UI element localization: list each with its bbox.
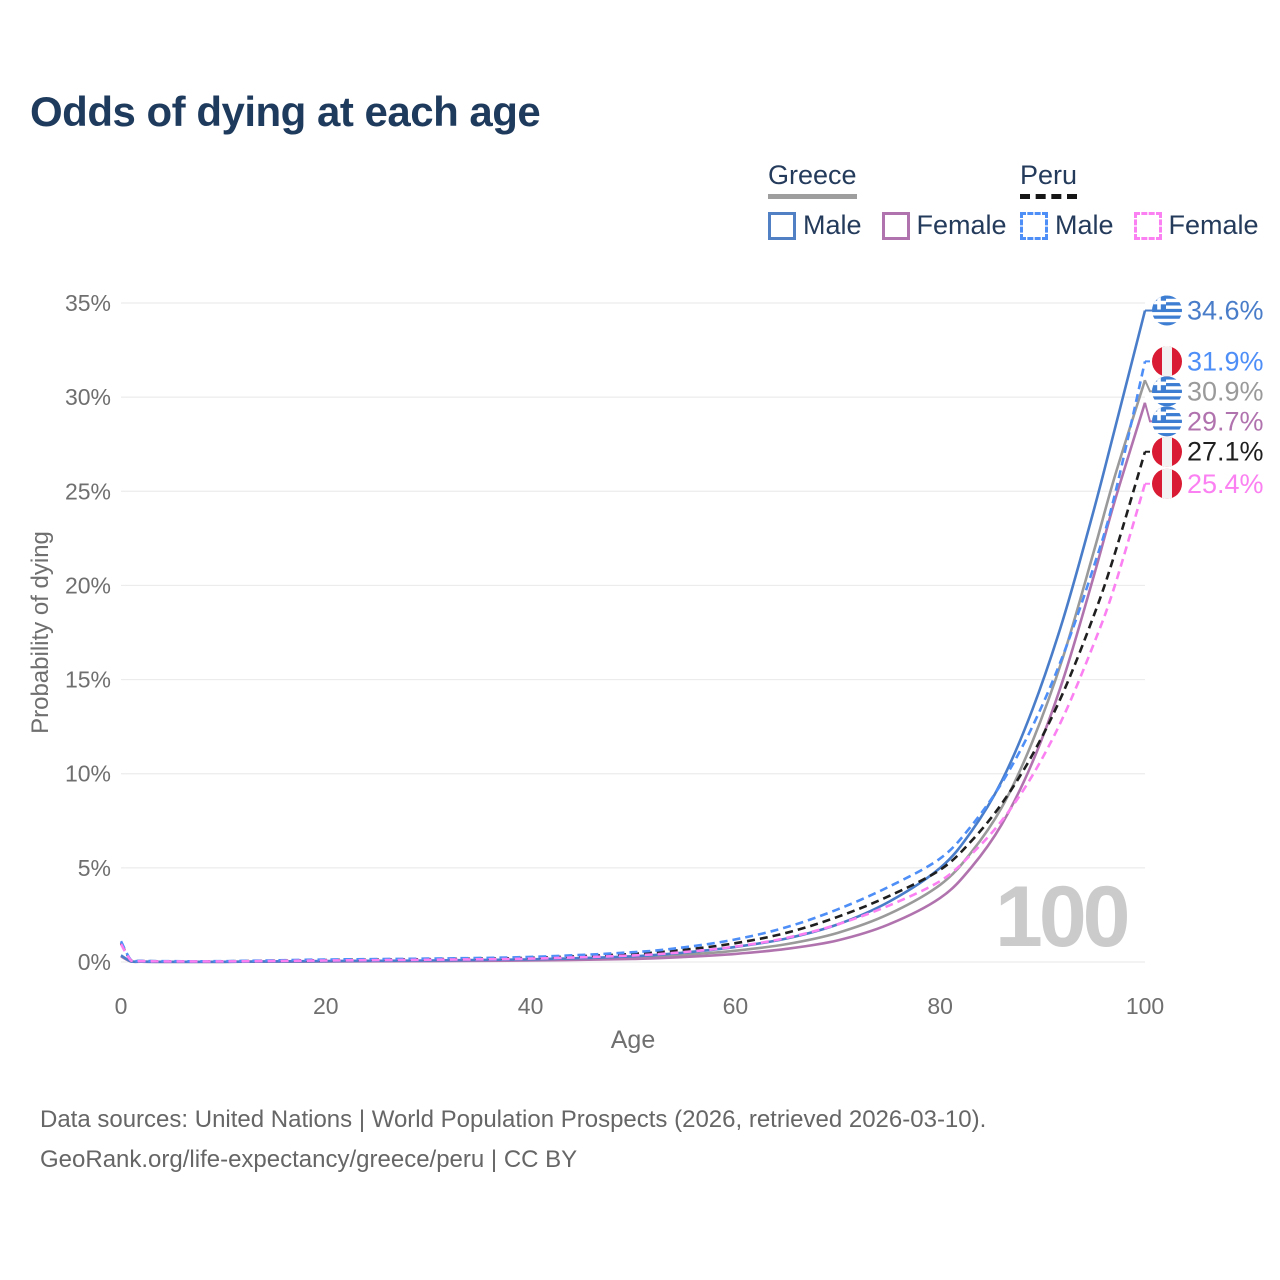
attribution-link-text: GeoRank.org/life-expectancy/greece/peru … — [40, 1146, 578, 1173]
peru-flag-icon — [1152, 468, 1182, 499]
x-tick-label: 0 — [115, 993, 128, 1019]
legend-label-peru-male: Male — [1055, 210, 1114, 240]
y-axis-title: Probability of dying — [27, 531, 54, 734]
leader-line-greece-both — [1144, 379, 1152, 393]
series-line-peru-female — [119, 483, 1147, 963]
greece-male-checkbox[interactable] — [768, 211, 796, 240]
y-tick-label: 10% — [65, 761, 111, 787]
end-value-label-greece-both: 30.9% — [1187, 376, 1264, 406]
y-tick-label: 35% — [65, 290, 111, 316]
legend-group-greece: Greece Male Female — [768, 160, 1027, 241]
leader-line-greece-female — [1144, 402, 1152, 423]
legend-label-greece-female: Female — [916, 210, 1007, 240]
y-tick-label: 20% — [65, 572, 111, 598]
peru-female-checkbox[interactable] — [1133, 211, 1162, 240]
x-tick-label: 20 — [313, 993, 339, 1019]
peru-male-checkbox[interactable] — [1020, 211, 1048, 240]
series-line-greece-female — [120, 402, 1147, 964]
x-axis-title: Age — [611, 1026, 655, 1054]
legend-group-peru: Peru Male Female — [1020, 160, 1279, 241]
series-line-peru-male — [119, 361, 1147, 963]
greece-flag-icon — [1152, 376, 1182, 407]
peru-flag-icon — [1152, 436, 1182, 467]
greece-flag-icon — [1152, 295, 1182, 326]
x-tick-label: 80 — [927, 993, 953, 1019]
x-tick-label: 60 — [723, 993, 749, 1019]
end-value-label-greece-male: 34.6% — [1187, 296, 1264, 326]
greece-flag-icon — [1152, 406, 1182, 437]
page-title: Odds of dying at each age — [30, 88, 541, 135]
series-line-peru-both — [119, 451, 1147, 963]
greece-female-checkbox[interactable] — [881, 211, 910, 240]
x-tick-label: 100 — [1126, 993, 1164, 1019]
legend-label-peru-female: Female — [1168, 210, 1259, 240]
data-sources-text: Data sources: United Nations | World Pop… — [40, 1106, 987, 1133]
legend-country-greece[interactable]: Greece — [768, 160, 857, 199]
end-value-label-greece-female: 29.7% — [1187, 406, 1264, 436]
y-tick-label: 15% — [65, 667, 111, 693]
end-value-label-peru-both: 27.1% — [1187, 437, 1264, 467]
series-line-greece-male — [120, 310, 1147, 964]
y-tick-label: 0% — [78, 949, 111, 975]
y-tick-label: 5% — [78, 855, 111, 881]
age-watermark: 100 — [995, 869, 1130, 965]
end-value-label-peru-male: 31.9% — [1187, 346, 1264, 376]
end-value-label-peru-female: 25.4% — [1187, 469, 1264, 499]
y-tick-label: 30% — [65, 384, 111, 410]
legend-row-peru: Male Female — [1020, 210, 1279, 241]
y-tick-label: 25% — [65, 478, 111, 504]
x-tick-label: 40 — [518, 993, 544, 1019]
peru-flag-icon — [1152, 346, 1182, 377]
legend-label-greece-male: Male — [803, 210, 862, 240]
legend-country-peru[interactable]: Peru — [1020, 160, 1078, 199]
series-line-greece-both — [120, 379, 1147, 964]
legend-row-greece: Male Female — [768, 210, 1027, 241]
